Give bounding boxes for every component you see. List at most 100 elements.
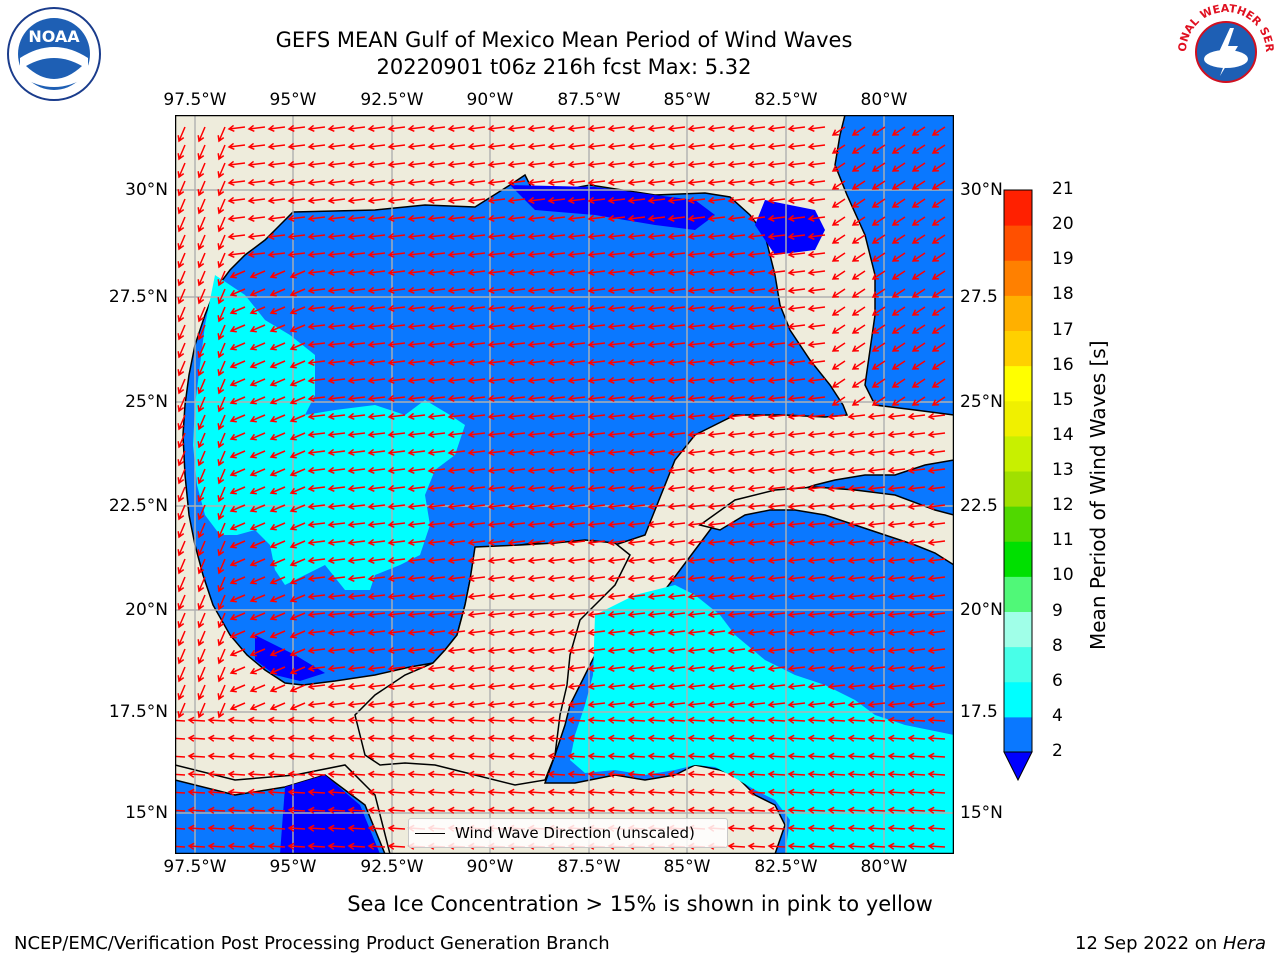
lat-label-right: 25°N [960,392,1003,412]
wind-arrow [687,484,706,493]
wind-arrow [267,770,286,778]
wind-arrow [307,448,326,457]
wind-arrow [891,234,906,244]
wind-arrow [787,806,806,814]
wind-arrow [407,286,426,295]
wind-arrow [607,628,626,637]
wind-arrow [427,358,446,367]
wind-arrow [507,628,526,637]
wind-arrow [927,716,946,724]
wind-arrow [607,124,626,133]
wind-arrow [547,770,566,778]
wind-arrow [217,540,226,557]
wind-arrow [197,414,206,431]
wind-arrow [807,196,826,205]
wind-arrow [407,466,426,475]
wind-arrow [547,682,566,691]
wind-arrow [487,250,506,259]
wind-arrow [527,592,546,601]
wind-arrow [807,716,826,724]
wind-arrow [831,216,846,226]
lat-label-right: 27.5 [960,287,998,307]
wind-arrow [227,734,246,742]
wind-arrow [527,142,546,151]
wind-arrow [427,340,446,349]
wind-arrow [387,842,406,850]
wind-arrow [427,770,446,778]
wind-arrow [175,755,186,758]
wind-arrow [347,358,366,367]
wind-arrow [647,556,666,565]
wind-arrow [727,646,746,655]
wind-arrow [907,430,926,439]
wind-arrow [847,700,866,709]
wind-arrow [567,178,586,187]
colorbar-title: Mean Period of Wind Waves [s] [1086,340,1110,650]
wind-arrow [307,178,326,187]
wind-arrow [407,556,426,565]
wind-arrow [347,376,366,385]
wind-arrow [197,234,206,251]
wind-arrow [647,592,666,601]
colorbar-segment [1004,576,1032,612]
wind-arrow [787,340,806,349]
footer-date: 12 Sep 2022 on [1075,933,1223,954]
wind-arrow [787,770,806,778]
wind-arrow [197,684,206,701]
wind-arrow [727,448,746,457]
wind-arrow [727,824,746,832]
wind-arrow [249,702,266,711]
wind-arrow [867,556,886,565]
wind-arrow [447,628,466,637]
wind-arrow [727,142,746,151]
wind-arrow [787,538,806,547]
wind-arrow [307,770,326,778]
wind-arrow [217,594,226,611]
wind-arrow [747,682,766,691]
wind-arrow [931,252,946,262]
wind-arrow [187,842,206,850]
wind-arrow [447,412,466,421]
wind-arrow [387,734,406,742]
wind-arrow [289,342,306,351]
wind-arrow [827,520,846,529]
wind-arrow [227,160,246,169]
wind-arrow [667,412,686,421]
wind-arrow [527,178,546,187]
wind-arrow [831,198,846,208]
wind-arrow [867,824,886,832]
wind-arrow [229,432,246,441]
wind-arrow [447,610,466,619]
wind-arrow [687,574,706,583]
wind-arrow [229,396,246,405]
wind-arrow [727,232,746,241]
wind-arrow [289,288,306,297]
wind-arrow [667,376,686,385]
wind-arrow [667,752,686,760]
wind-arrow [567,538,586,547]
wind-arrow [327,700,346,709]
wind-arrow [907,716,926,724]
wind-arrow [587,178,606,187]
wind-arrow [567,412,586,421]
wind-arrow [747,448,766,457]
wind-arrow [527,520,546,529]
wind-arrow [507,502,526,511]
wind-arrow [851,324,866,334]
wind-arrow [347,700,366,709]
wind-arrow [427,716,446,724]
wind-arrow [347,574,366,583]
wind-arrow [347,466,366,475]
wind-arrow [667,574,686,583]
colorbar-tick-label: 17 [1052,319,1074,340]
wind-arrow [187,806,206,814]
wind-arrow [827,752,846,760]
wind-arrow [269,432,286,441]
wind-arrow [847,610,866,619]
wind-arrow [567,268,586,277]
wind-arrow [807,628,826,637]
colorbar-tick-label: 19 [1052,249,1074,270]
wind-arrow [767,592,786,601]
wind-arrow [847,412,866,421]
wind-arrow [367,574,386,583]
